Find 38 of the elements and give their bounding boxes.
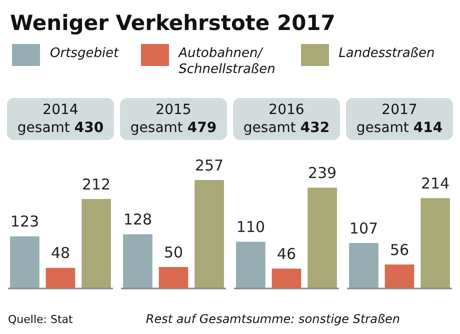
data-label: 239 (308, 164, 337, 182)
legend-label: Autobahnen/ Schnellstraßen (178, 46, 276, 78)
data-label: 212 (82, 175, 111, 194)
x-tick-label: 2014 (42, 101, 80, 119)
data-label: 46 (276, 245, 296, 264)
x-tick-label: 2015 (154, 101, 192, 119)
data-label: 214 (420, 174, 450, 193)
bar (10, 236, 40, 288)
bar (46, 268, 76, 288)
data-label: 56 (390, 240, 410, 259)
bar (158, 267, 188, 288)
legend-label: Landesstraßen (338, 46, 435, 62)
bar (349, 243, 378, 288)
bar (236, 242, 266, 288)
chart-title: Weniger Verkehrstote 2017 (9, 10, 336, 36)
bar (123, 234, 152, 288)
text: gesamt 432 (242, 119, 331, 137)
data-label: 257 (194, 156, 224, 174)
bar (82, 198, 111, 288)
x-tick-label: 2017 (380, 101, 418, 119)
legend-label: Ortsgebiet (50, 46, 119, 62)
x-tick-label: 2016 (268, 101, 306, 119)
text: gesamt 479 (129, 119, 218, 137)
data-label: 107 (349, 219, 378, 238)
bar (420, 198, 450, 288)
data-label: 50 (164, 243, 184, 262)
data-label: 123 (10, 212, 40, 231)
bar (384, 264, 414, 288)
data-label: 110 (236, 218, 266, 236)
text: gesamt 414 (355, 119, 444, 137)
source-note: Quelle: Stat (8, 313, 73, 326)
data-label: 128 (123, 210, 152, 229)
data-label: 48 (50, 244, 70, 262)
bar (272, 268, 302, 288)
text: gesamt 430 (16, 119, 105, 137)
bar (308, 188, 337, 288)
text: Rest auf Gesamtsumme: sonstige Straßen (146, 312, 400, 326)
bar (194, 180, 224, 288)
